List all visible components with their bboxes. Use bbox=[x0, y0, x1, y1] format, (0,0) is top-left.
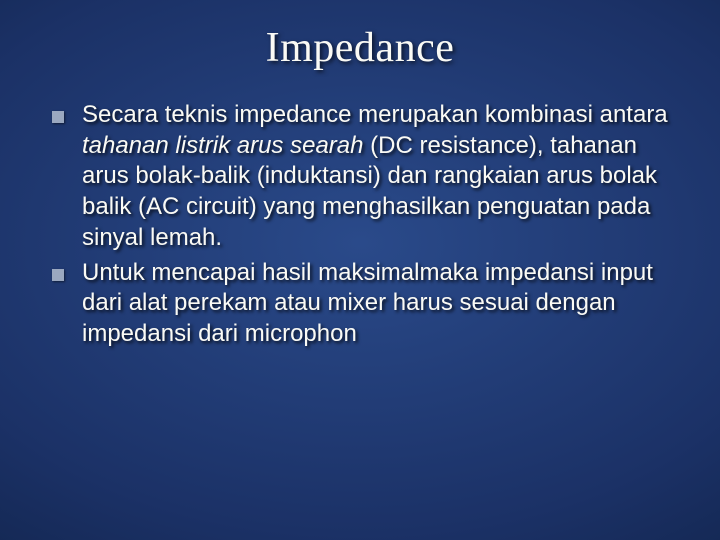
bullet-text: Untuk mencapai hasil maksimalmaka impeda… bbox=[82, 258, 678, 350]
bullet-item: Untuk mencapai hasil maksimalmaka impeda… bbox=[52, 258, 678, 350]
square-bullet-icon bbox=[52, 111, 64, 123]
bullet-text: Secara teknis impedance merupakan kombin… bbox=[82, 100, 678, 254]
slide-body: Secara teknis impedance merupakan kombin… bbox=[0, 100, 720, 350]
text-run-italic: tahanan listrik arus searah bbox=[82, 132, 370, 159]
text-run: Secara teknis impedance merupakan kombin… bbox=[82, 101, 668, 128]
slide-title: Impedance bbox=[0, 0, 720, 100]
slide: Impedance Secara teknis impedance merupa… bbox=[0, 0, 720, 540]
square-bullet-icon bbox=[52, 269, 64, 281]
text-run: Untuk mencapai hasil maksimalmaka impeda… bbox=[82, 259, 653, 347]
bullet-item: Secara teknis impedance merupakan kombin… bbox=[52, 100, 678, 254]
